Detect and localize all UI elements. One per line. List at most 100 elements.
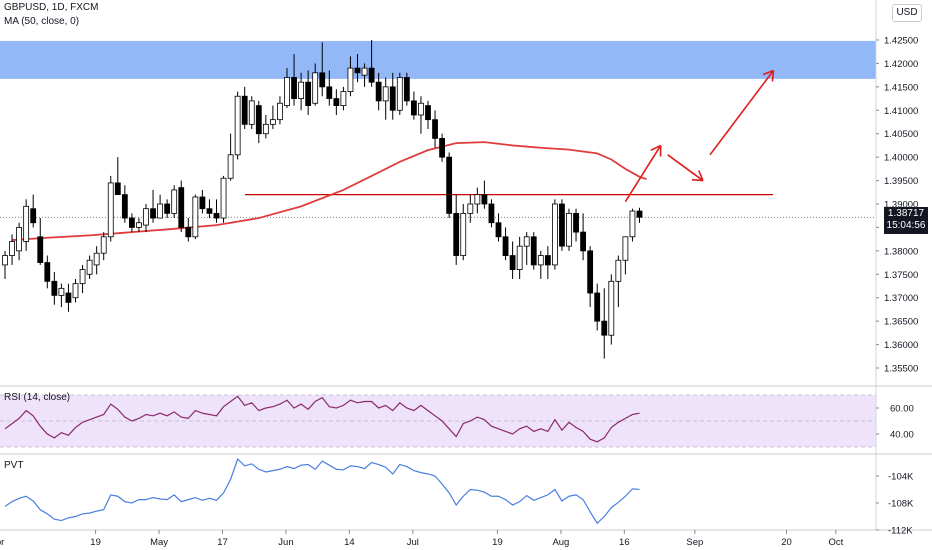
candle (192, 194, 199, 240)
price-tick-label: 1.36000 (884, 340, 918, 351)
arrow-layer (624, 69, 775, 203)
candle-body (2, 255, 8, 266)
candle-body (79, 269, 86, 285)
rsi-tick-label: 60.00 (890, 404, 914, 415)
candle (171, 185, 178, 219)
candle-body (544, 255, 551, 266)
price-tick-label: 1.39000 (884, 200, 918, 211)
candle-body (432, 119, 438, 139)
price-tick-label: 1.37500 (884, 270, 918, 281)
candle (375, 72, 382, 111)
candle (136, 218, 142, 233)
candle (51, 271, 58, 305)
symbol-title: GBPUSD, 1D, FXCM (4, 2, 99, 13)
candle (382, 77, 389, 120)
candle-body (220, 177, 227, 219)
candle-body (157, 203, 164, 219)
time-tick-label: Jul (407, 537, 419, 548)
candle (410, 91, 417, 120)
candle-body (171, 189, 178, 214)
pvt-tick-label: -108K (888, 499, 914, 510)
candle (544, 246, 551, 279)
candle (453, 194, 460, 265)
candle-body (566, 212, 572, 247)
candle (347, 56, 354, 97)
candle-layer (2, 40, 643, 359)
candle (418, 96, 424, 134)
candle (636, 207, 643, 223)
time-tick-label: 14 (344, 537, 355, 548)
candle (262, 114, 269, 139)
candle-body (107, 182, 114, 238)
candle-body (368, 67, 375, 83)
candle (467, 194, 474, 223)
candle-body (150, 208, 156, 219)
time-tick-label: 19 (90, 537, 101, 548)
candle-body (488, 203, 495, 224)
candle (121, 185, 128, 223)
rsi-tick-label: 40.00 (890, 430, 914, 441)
price-tick-label: 1.36500 (884, 317, 918, 328)
candle-body (128, 217, 135, 228)
candle-body (262, 123, 269, 135)
candle (622, 236, 629, 275)
pvt-tick-label: -104K (888, 472, 914, 483)
candle-body (213, 212, 220, 219)
arrowhead (762, 69, 774, 76)
candle-body (453, 212, 460, 256)
candle (199, 189, 206, 214)
arrowhead (691, 178, 704, 182)
candle (432, 110, 438, 148)
candle (368, 40, 375, 87)
candle (277, 96, 283, 125)
candle (143, 204, 149, 233)
price-tick-label: 1.38000 (884, 246, 918, 257)
candle-body (37, 236, 44, 263)
candle-body (291, 77, 297, 99)
candle (530, 232, 537, 270)
candle-body (44, 262, 51, 282)
candle (58, 283, 65, 308)
candle-body (178, 187, 185, 228)
candle-body (143, 208, 149, 226)
candle-body (559, 203, 565, 247)
candle-body (396, 77, 403, 111)
candle (340, 86, 347, 111)
candle-body (418, 102, 424, 116)
rsi-title[interactable]: RSI (14, close) (4, 392, 71, 403)
candle (439, 133, 446, 162)
candle (601, 288, 608, 359)
ma-indicator-label[interactable]: MA (50, close, 0) (4, 16, 80, 27)
candle-body (375, 81, 382, 102)
candle-body (16, 227, 23, 252)
time-tick-label: Jun (278, 537, 293, 548)
candle (587, 246, 594, 308)
candle (227, 133, 234, 181)
candle-body (319, 72, 326, 88)
candle (269, 105, 276, 130)
candle-body (608, 280, 615, 336)
candle-body (629, 210, 636, 238)
candle (516, 236, 523, 279)
last-price-tag: 1.38717 15:04:56 (884, 207, 928, 234)
price-tick-label: 1.40000 (884, 153, 918, 164)
currency-button[interactable]: USD (892, 4, 922, 22)
candle (206, 199, 213, 219)
candle (37, 218, 44, 265)
pvt-tick-label: -112K (888, 526, 913, 537)
candle (446, 152, 453, 219)
projection-arrow (624, 144, 662, 203)
candle-body (199, 196, 206, 210)
candle-body (481, 194, 488, 205)
candle-body (537, 255, 544, 266)
pvt-title[interactable]: PVT (4, 460, 24, 471)
candle-body (446, 156, 453, 214)
arrow-shaft (709, 69, 775, 156)
price-tick-label: 1.42500 (884, 36, 918, 47)
candle (474, 187, 481, 214)
candle (2, 250, 8, 279)
candle-body (298, 81, 305, 99)
zone-layer (0, 40, 876, 79)
candle-body (192, 196, 199, 238)
